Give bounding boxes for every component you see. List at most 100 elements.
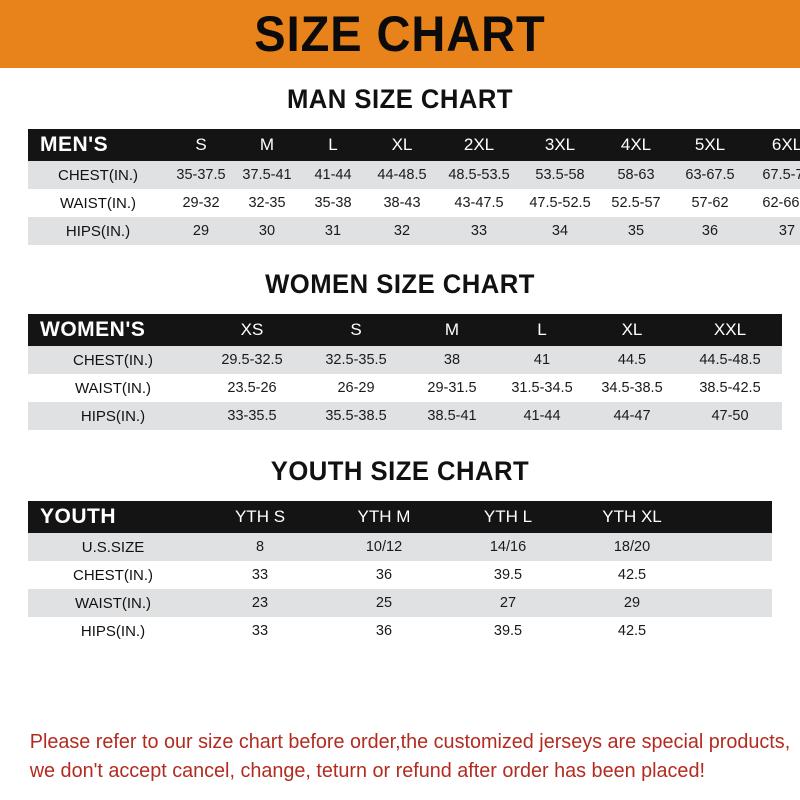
table-row: HIPS(IN.) 33-35.5 35.5-38.5 38.5-41 41-4… [28,402,782,430]
row-label: CHEST(IN.) [73,351,153,369]
table-cell: 31 [324,223,342,239]
men-size-table: MEN'S S M L XL 2XL 3XL 4XL 5XL 6XL CHEST… [28,129,800,245]
youth-column-header: YTH S [234,507,286,526]
table-cell: 33 [251,623,269,639]
table-cell: 44-48.5 [377,167,427,183]
table-cell: 23.5-26 [227,380,277,396]
table-cell: 53.5-58 [535,167,585,183]
table-cell: 62-66.5 [762,195,800,211]
men-size-section: MAN SIZE CHART MEN'S S M L XL 2XL 3XL [28,68,800,245]
men-column-header: L [328,135,338,154]
table-cell: 44-47 [613,408,651,424]
youth-column-header: YTH M [357,507,411,526]
table-cell: 42.5 [617,623,647,639]
table-cell: 36 [701,223,719,239]
table-cell: 37 [778,223,796,239]
men-column-header: M [259,135,275,154]
women-column-header: S [350,320,362,339]
table-cell: 14/16 [489,539,527,555]
table-cell: 39.5 [493,623,523,639]
table-cell: 47-50 [711,408,749,424]
table-cell: 38-43 [383,195,421,211]
women-header-row: WOMEN'S XS S M L XL XXL [28,314,782,346]
table-row: CHEST(IN.) 35-37.5 37.5-41 41-44 44-48.5… [28,161,800,189]
table-cell: 38.5-42.5 [699,380,761,396]
table-row: HIPS(IN.) 33 36 39.5 42.5 [28,617,772,645]
women-size-section: WOMEN SIZE CHART WOMEN'S XS S M L XL XXL [28,245,782,430]
table-cell: 34 [551,223,569,239]
row-label: WAIST(IN.) [74,379,152,397]
table-cell: 35-37.5 [176,167,226,183]
table-cell: 29-32 [182,195,220,211]
table-cell: 36 [375,623,393,639]
table-row: WAIST(IN.) 23.5-26 26-29 29-31.5 31.5-34… [28,374,782,402]
men-column-header: S [195,135,207,154]
table-cell: 33 [470,223,488,239]
table-cell: 48.5-53.5 [448,167,510,183]
table-cell: 35-38 [314,195,352,211]
men-column-header: 4XL [620,135,652,154]
table-cell: 37.5-41 [242,167,292,183]
youth-table-label: YOUTH [40,505,116,528]
women-table-label: WOMEN'S [40,318,146,341]
row-label: WAIST(IN.) [74,594,152,612]
men-column-header: 2XL [463,135,495,154]
women-column-header: XXL [713,320,747,339]
table-row: CHEST(IN.) 33 36 39.5 42.5 [28,561,772,589]
table-row: WAIST(IN.) 23 25 27 29 [28,589,772,617]
table-cell: 29 [192,223,210,239]
table-cell: 31.5-34.5 [511,380,573,396]
table-cell: 10/12 [365,539,403,555]
women-column-header: M [444,320,460,339]
table-cell: 57-62 [691,195,729,211]
page-banner: SIZE CHART [0,0,800,68]
table-cell: 52.5-57 [611,195,661,211]
order-policy-note: Please refer to our size chart before or… [4,718,796,800]
row-label: HIPS(IN.) [80,407,146,425]
table-row: CHEST(IN.) 29.5-32.5 32.5-35.5 38 41 44.… [28,346,782,374]
table-cell: 26-29 [337,380,375,396]
table-cell: 44.5 [617,352,647,368]
table-cell: 27 [499,595,517,611]
table-cell: 41 [533,352,551,368]
table-cell: 29.5-32.5 [221,352,283,368]
table-cell: 38 [443,352,461,368]
men-column-header: 6XL [771,135,800,154]
youth-size-table: YOUTH YTH S YTH M YTH L YTH XL U.S.SIZE … [28,501,772,645]
table-row: WAIST(IN.) 29-32 32-35 35-38 38-43 43-47… [28,189,800,217]
table-cell: 43-47.5 [454,195,504,211]
table-row: HIPS(IN.) 29 30 31 32 33 34 35 36 37 [28,217,800,245]
table-cell: 33-35.5 [227,408,277,424]
table-cell: 8 [255,539,265,555]
table-cell: 38.5-41 [427,408,477,424]
table-row: U.S.SIZE 8 10/12 14/16 18/20 [28,533,772,561]
youth-spacer-cell [694,501,772,533]
table-cell: 32.5-35.5 [325,352,387,368]
row-label: WAIST(IN.) [59,194,137,212]
women-column-header: XS [240,320,264,339]
table-cell: 30 [258,223,276,239]
youth-column-header: YTH L [483,507,533,526]
women-section-title: WOMEN SIZE CHART [265,269,535,299]
women-column-header: XL [621,320,643,339]
row-label: HIPS(IN.) [80,622,146,640]
order-policy-note-line-1: Please refer to our size chart before or… [29,731,791,753]
table-cell: 25 [375,595,393,611]
youth-spacer-cell [694,617,772,645]
table-cell: 41-44 [523,408,561,424]
youth-column-header: YTH XL [602,507,662,526]
youth-spacer-cell [694,561,772,589]
table-cell: 29 [623,595,641,611]
row-label: CHEST(IN.) [58,166,138,184]
table-cell: 58-63 [617,167,655,183]
table-cell: 39.5 [493,567,523,583]
men-column-header: XL [391,135,413,154]
content-area: MAN SIZE CHART MEN'S S M L XL 2XL 3XL [0,68,800,718]
table-cell: 35 [627,223,645,239]
women-column-header: L [537,320,547,339]
table-cell: 33 [251,567,269,583]
men-column-header: 5XL [694,135,726,154]
men-header-row: MEN'S S M L XL 2XL 3XL 4XL 5XL 6XL [28,129,800,161]
youth-spacer-cell [694,589,772,617]
